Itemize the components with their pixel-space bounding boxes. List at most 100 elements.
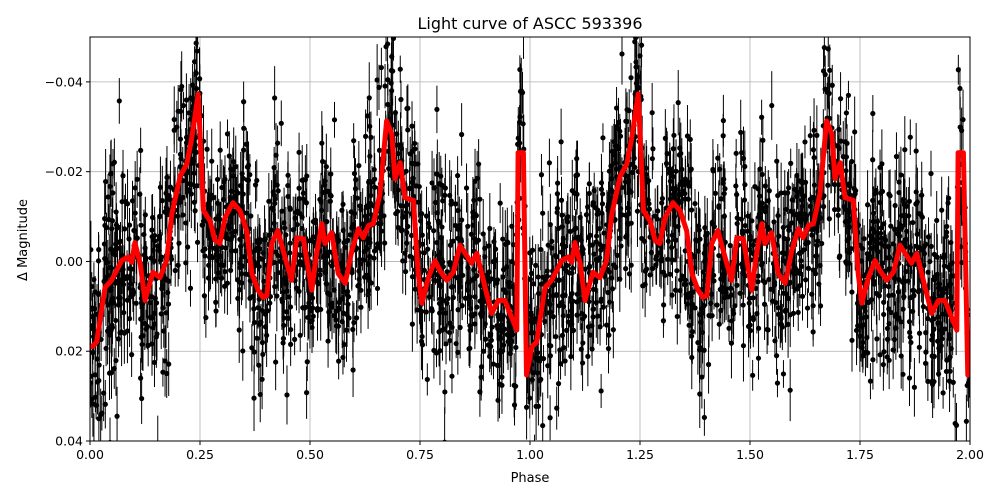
data-point [799, 197, 805, 203]
data-point [861, 236, 867, 242]
data-point [591, 188, 597, 194]
data-point [807, 133, 813, 139]
data-point [192, 208, 198, 214]
data-point [419, 211, 425, 217]
data-point [940, 254, 946, 260]
data-point [829, 82, 835, 88]
data-point [643, 266, 650, 272]
data-point [716, 203, 722, 209]
data-point [432, 199, 438, 206]
data-point [431, 228, 437, 234]
data-point [353, 315, 360, 321]
data-point [878, 235, 885, 241]
data-point [376, 84, 382, 90]
data-point [864, 202, 871, 208]
data-point [740, 343, 747, 349]
data-point [922, 360, 929, 366]
data-point [409, 321, 415, 327]
data-point [870, 157, 876, 163]
data-point [935, 314, 941, 320]
data-point [434, 106, 440, 113]
data-point [762, 209, 768, 215]
data-point [853, 188, 859, 194]
data-point [959, 127, 965, 134]
data-point [371, 255, 377, 261]
data-point [560, 236, 566, 242]
data-point [689, 207, 695, 213]
data-point [202, 253, 208, 259]
data-point [281, 220, 287, 226]
data-point [336, 358, 342, 364]
data-point [906, 198, 912, 204]
data-point [208, 192, 214, 198]
data-point [888, 223, 894, 229]
data-point [605, 345, 612, 352]
data-point [195, 18, 200, 23]
data-point [789, 197, 795, 203]
data-point [90, 247, 94, 253]
data-point [439, 256, 445, 262]
data-point [447, 242, 454, 248]
data-point [286, 315, 292, 321]
data-point [947, 281, 954, 287]
data-point [334, 236, 340, 242]
data-point [114, 413, 120, 419]
data-point [789, 269, 795, 275]
data-point [879, 188, 886, 195]
data-point [605, 289, 611, 296]
data-point [507, 283, 513, 290]
data-point [759, 114, 765, 120]
data-point [193, 19, 198, 24]
data-point [382, 240, 388, 246]
data-point [237, 236, 243, 242]
data-point [794, 193, 800, 200]
data-point [500, 236, 506, 242]
data-point [134, 176, 140, 182]
data-point [679, 182, 686, 188]
data-point [790, 310, 797, 316]
data-point [231, 159, 237, 165]
data-point [292, 215, 298, 221]
data-point [886, 191, 892, 197]
data-point [279, 296, 285, 302]
data-point [149, 293, 155, 300]
data-point [450, 238, 456, 244]
data-point [139, 395, 145, 402]
data-point [366, 287, 372, 294]
data-point [729, 318, 735, 324]
data-point [788, 160, 794, 166]
data-point [438, 173, 444, 179]
data-point [755, 273, 761, 279]
data-point [640, 283, 646, 289]
data-point [327, 292, 333, 298]
data-point [385, 77, 391, 83]
data-point [219, 184, 225, 191]
data-point [116, 280, 122, 286]
data-point [550, 293, 556, 299]
data-point [217, 216, 223, 222]
data-point [857, 333, 863, 339]
data-point [275, 188, 281, 194]
data-point [467, 345, 473, 351]
data-point [161, 277, 168, 283]
data-point [326, 308, 332, 315]
data-point [695, 223, 702, 229]
data-point [789, 220, 795, 226]
data-point [678, 150, 684, 157]
data-point [702, 225, 708, 231]
data-point [207, 236, 214, 243]
data-point [472, 178, 478, 184]
data-point [403, 268, 409, 275]
data-point [674, 313, 680, 320]
data-point [190, 158, 197, 164]
data-point [880, 361, 886, 368]
data-point [598, 247, 604, 253]
data-point [747, 233, 753, 240]
data-point [679, 166, 685, 172]
data-point [266, 232, 272, 238]
data-point [116, 98, 122, 104]
data-point [264, 332, 270, 338]
data-point [809, 232, 815, 238]
data-point [448, 198, 454, 204]
data-point [697, 391, 703, 397]
